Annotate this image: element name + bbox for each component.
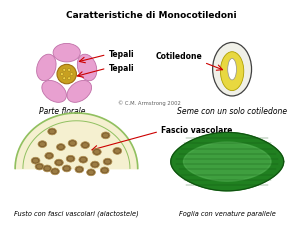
Text: Foglia con venature parallele: Foglia con venature parallele: [179, 211, 276, 217]
Ellipse shape: [56, 161, 62, 164]
Ellipse shape: [105, 160, 110, 164]
Ellipse shape: [67, 80, 92, 102]
Ellipse shape: [103, 133, 108, 137]
Circle shape: [60, 73, 63, 76]
Ellipse shape: [64, 166, 69, 170]
Ellipse shape: [50, 130, 55, 133]
Text: Tepali: Tepali: [109, 64, 134, 73]
Ellipse shape: [42, 80, 66, 102]
Ellipse shape: [45, 152, 54, 159]
Circle shape: [63, 77, 66, 80]
Ellipse shape: [66, 155, 75, 162]
Circle shape: [70, 73, 73, 76]
Ellipse shape: [113, 148, 122, 154]
Ellipse shape: [92, 163, 98, 166]
Ellipse shape: [91, 161, 99, 168]
Ellipse shape: [92, 148, 101, 155]
Text: Fusto con fasci vascolari (alactostele): Fusto con fasci vascolari (alactostele): [14, 210, 139, 217]
Ellipse shape: [46, 154, 52, 158]
Circle shape: [68, 77, 70, 80]
Text: Fascio vascolare: Fascio vascolare: [161, 126, 232, 135]
Text: Tepali: Tepali: [109, 50, 134, 59]
Text: © C.M. Armstrong 2002: © C.M. Armstrong 2002: [118, 100, 181, 106]
Ellipse shape: [43, 165, 52, 172]
Ellipse shape: [33, 159, 38, 163]
Polygon shape: [184, 142, 271, 181]
Ellipse shape: [94, 150, 100, 154]
Ellipse shape: [75, 166, 84, 173]
Ellipse shape: [100, 167, 109, 174]
Ellipse shape: [70, 141, 75, 145]
Ellipse shape: [56, 144, 65, 151]
Ellipse shape: [81, 142, 90, 148]
Ellipse shape: [45, 166, 50, 170]
Ellipse shape: [228, 58, 236, 80]
Ellipse shape: [115, 149, 120, 153]
Ellipse shape: [68, 140, 77, 146]
Ellipse shape: [55, 159, 63, 166]
Ellipse shape: [81, 158, 86, 162]
Text: Cotiledone: Cotiledone: [155, 52, 202, 61]
Ellipse shape: [87, 169, 95, 176]
Circle shape: [57, 64, 76, 84]
Ellipse shape: [101, 132, 110, 139]
Ellipse shape: [102, 169, 107, 172]
Polygon shape: [171, 133, 284, 191]
Ellipse shape: [35, 163, 44, 170]
Ellipse shape: [220, 52, 244, 91]
Polygon shape: [15, 113, 138, 169]
Ellipse shape: [77, 167, 82, 171]
Ellipse shape: [103, 158, 112, 165]
Ellipse shape: [31, 157, 40, 164]
Ellipse shape: [40, 142, 45, 146]
Text: Seme con un solo cotiledone: Seme con un solo cotiledone: [177, 107, 287, 116]
Ellipse shape: [53, 43, 80, 62]
Ellipse shape: [88, 170, 94, 174]
Ellipse shape: [51, 168, 59, 175]
Ellipse shape: [82, 143, 88, 147]
Ellipse shape: [62, 165, 71, 172]
Ellipse shape: [37, 54, 56, 81]
Ellipse shape: [79, 156, 88, 163]
Text: Caratteristiche di Monocotiledoni: Caratteristiche di Monocotiledoni: [66, 11, 237, 20]
Ellipse shape: [213, 43, 252, 96]
Ellipse shape: [38, 141, 47, 148]
Circle shape: [63, 68, 66, 71]
Ellipse shape: [48, 128, 56, 135]
Ellipse shape: [77, 54, 97, 81]
Ellipse shape: [52, 169, 58, 173]
Ellipse shape: [58, 145, 64, 149]
Ellipse shape: [37, 164, 42, 169]
Circle shape: [68, 68, 70, 71]
Ellipse shape: [68, 157, 73, 161]
Text: Parte florale: Parte florale: [39, 107, 85, 116]
